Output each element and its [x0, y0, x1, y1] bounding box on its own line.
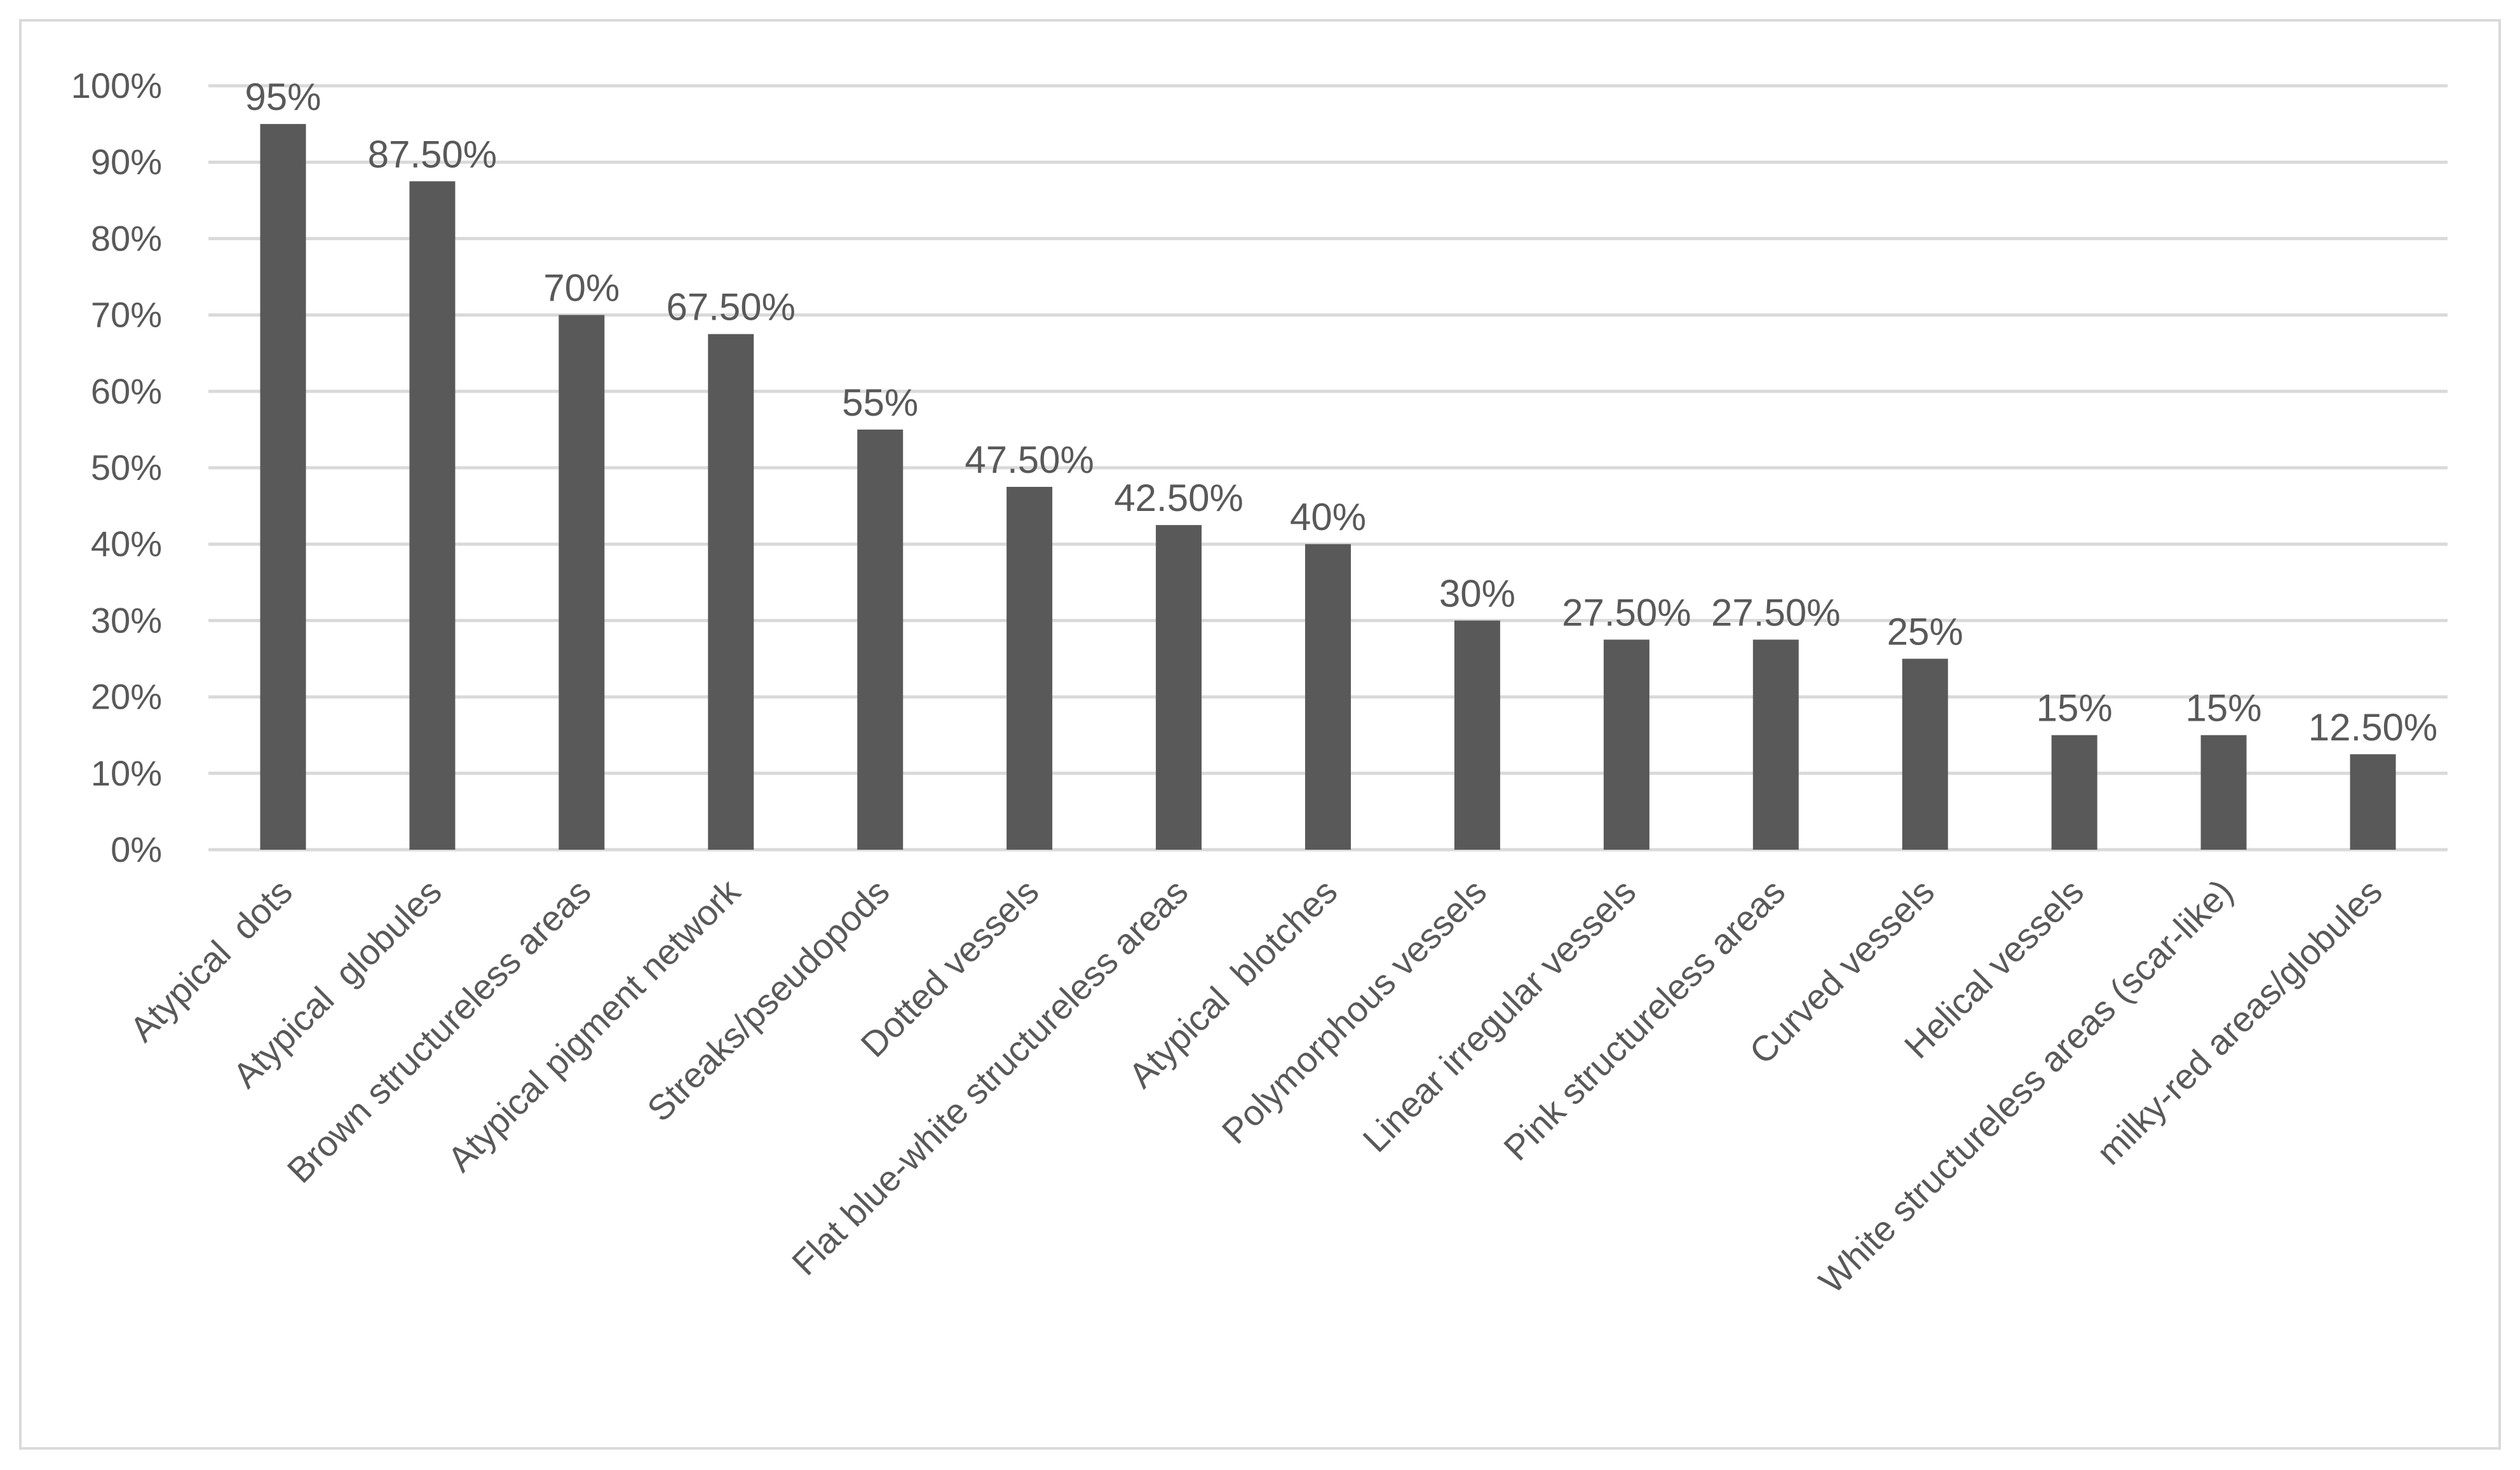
bar-7: [1156, 525, 1202, 850]
x-category-label: Linear irregular vessels: [1355, 871, 1643, 1160]
x-category-label: Pink structureless areas: [1496, 871, 1792, 1168]
bar-4: [708, 334, 754, 850]
bar-1: [260, 124, 306, 850]
data-label: 55%: [842, 381, 918, 424]
data-label: 25%: [1887, 611, 1963, 653]
data-label: 70%: [543, 267, 620, 310]
bars: [260, 124, 2396, 850]
bar-5: [857, 429, 904, 850]
data-label: 42.50%: [1114, 477, 1243, 519]
x-category-label: milky-red areas/globules: [2089, 871, 2390, 1173]
y-tick-label: 20%: [91, 677, 162, 717]
x-category-label: Polymorphous vessels: [1214, 871, 1494, 1152]
bar-15: [2350, 754, 2396, 850]
y-tick-label: 90%: [91, 142, 162, 182]
data-label: 87.50%: [368, 133, 498, 175]
data-label: 27.50%: [1711, 591, 1841, 634]
data-label: 40%: [1290, 496, 1366, 538]
bar-12: [1902, 658, 1948, 850]
bar-8: [1305, 544, 1351, 850]
bar-11: [1752, 639, 1799, 850]
data-label: 30%: [1439, 572, 1515, 615]
data-label: 95%: [245, 76, 321, 118]
data-label: 27.50%: [1562, 591, 1691, 634]
data-label: 15%: [2186, 687, 2262, 730]
bar-9: [1454, 620, 1500, 850]
data-label: 47.50%: [965, 439, 1094, 481]
data-label: 15%: [2036, 687, 2113, 730]
bar-14: [2200, 735, 2247, 850]
bar-3: [559, 315, 605, 850]
y-tick-label: 0%: [111, 829, 162, 869]
y-tick-label: 70%: [91, 295, 162, 335]
y-tick-label: 50%: [91, 447, 162, 487]
bar-10: [1603, 639, 1650, 850]
bar-13: [2051, 735, 2097, 850]
y-tick-label: 60%: [91, 371, 162, 411]
y-tick-label: 100%: [71, 65, 162, 105]
x-category-label: Brown structureless areas: [280, 871, 599, 1190]
x-category-label: Atypical pigment network: [440, 871, 748, 1179]
data-labels: 95% 87.50% 70% 67.50% 55% 47.50% 42.50% 40% 30% 2…: [245, 76, 2437, 749]
x-category-label: Streaks/pseudopods: [639, 871, 897, 1129]
bar-2: [409, 181, 456, 850]
y-tick-label: 30%: [91, 600, 162, 640]
y-tick-label: 10%: [91, 753, 162, 793]
bar-6: [1006, 487, 1053, 850]
data-label: 67.50%: [667, 286, 796, 329]
y-tick-label: 80%: [91, 218, 162, 258]
y-tick-label: 40%: [91, 524, 162, 564]
data-label: 12.50%: [2308, 706, 2438, 749]
y-axis-tick-labels: 0% 10% 20% 30% 40% 50% 60% 70% 80% 90% 100%: [71, 65, 162, 869]
